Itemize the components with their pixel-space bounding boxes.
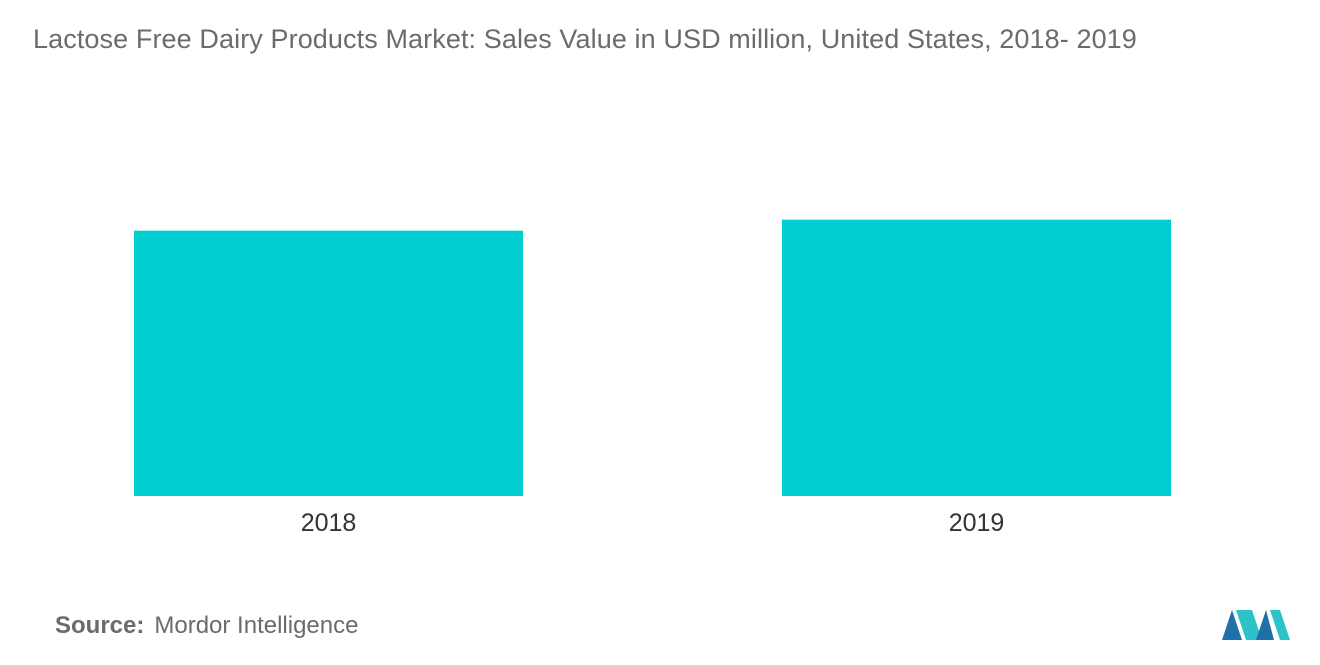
source-value: Mordor Intelligence bbox=[154, 612, 359, 639]
bar-2018 bbox=[134, 230, 523, 496]
source-label: Source: bbox=[55, 612, 145, 639]
mordor-intelligence-logo-icon bbox=[1222, 610, 1290, 640]
source-line: Source: Mordor Intelligence bbox=[55, 612, 358, 640]
x-tick-label-2019: 2019 bbox=[949, 509, 1005, 537]
bar-2019 bbox=[782, 219, 1171, 497]
chart-title: Lactose Free Dairy Products Market: Sale… bbox=[33, 24, 1137, 54]
x-tick-label-2018: 2018 bbox=[301, 509, 357, 537]
